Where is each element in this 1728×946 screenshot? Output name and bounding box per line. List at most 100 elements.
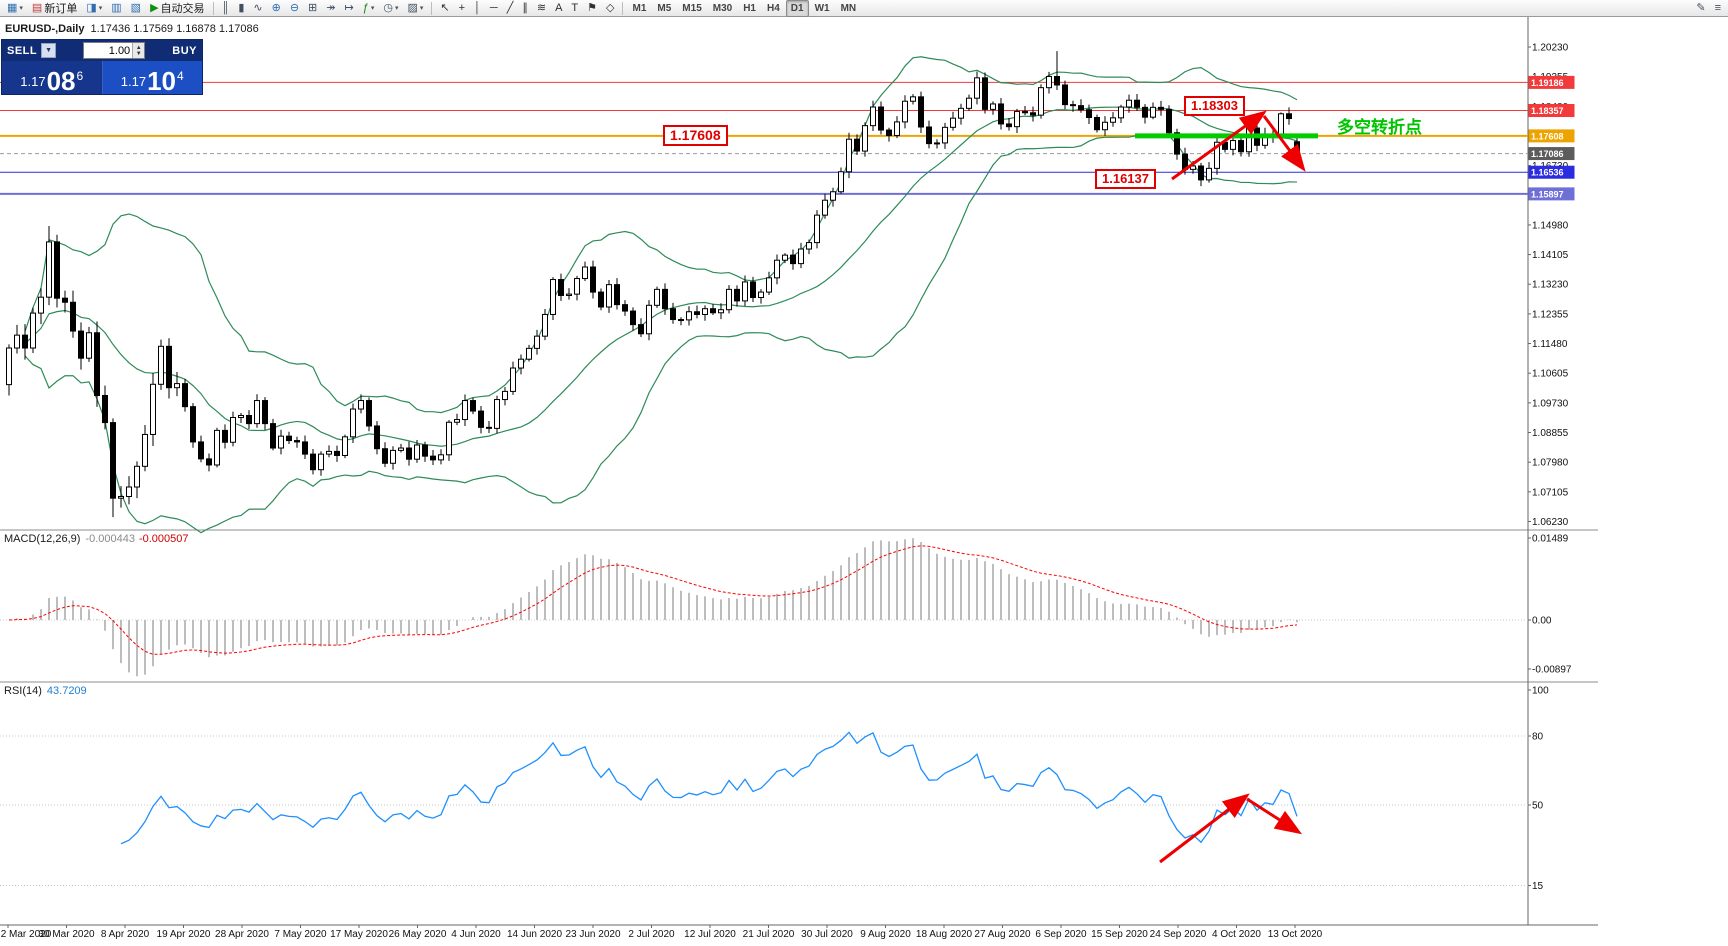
vertical-line-button[interactable]: │ <box>470 0 485 17</box>
candle <box>1198 165 1204 181</box>
text-button[interactable]: A <box>551 0 566 17</box>
candle <box>286 435 292 442</box>
timeframe-m1-button[interactable]: M1 <box>632 2 647 14</box>
candle <box>1238 140 1244 153</box>
candle <box>622 304 628 312</box>
fibonacci-button[interactable]: ≋ <box>533 0 550 17</box>
autotrading-button[interactable]: ▶ 自动交易 <box>146 0 208 17</box>
equidistant-channel-button[interactable]: ∥ <box>518 0 532 17</box>
timeframe-m5-button[interactable]: M5 <box>657 2 672 14</box>
turning-point-label[interactable]: 多空转折点 <box>1337 118 1422 137</box>
svg-text:13 Oct 2020: 13 Oct 2020 <box>1268 929 1323 940</box>
candle <box>22 334 28 349</box>
tile-windows-button[interactable]: ⊞ <box>304 0 321 17</box>
svg-text:4 Oct 2020: 4 Oct 2020 <box>1212 929 1261 940</box>
candle <box>1046 75 1052 89</box>
profiles-icon: ◨ <box>86 1 97 14</box>
candle <box>102 394 108 424</box>
trendline-button[interactable]: ╱ <box>503 0 518 17</box>
trend-arrow[interactable] <box>1171 110 1267 181</box>
chart-shift-button[interactable]: ↦ <box>340 0 357 17</box>
price-tag <box>1528 187 1575 201</box>
pivot-price-callout[interactable]: 1.17608 <box>663 125 728 146</box>
cursor-button[interactable]: ↖ <box>436 0 453 17</box>
chart-properties-button[interactable]: ✎ <box>1692 0 1709 17</box>
toolbar-separator <box>212 1 214 15</box>
candle <box>342 436 348 456</box>
auto-scroll-button[interactable]: ↠ <box>322 0 339 17</box>
templates-button[interactable]: ▨ ▾ <box>403 0 427 17</box>
candle <box>382 448 388 464</box>
timeframe-m30-button[interactable]: M30 <box>712 2 733 14</box>
candle <box>214 429 220 466</box>
svg-text:24 Sep 2020: 24 Sep 2020 <box>1150 929 1207 940</box>
svg-text:1.17608: 1.17608 <box>1531 131 1564 141</box>
crosshair-button[interactable]: + <box>455 0 469 17</box>
svg-text:1.07980: 1.07980 <box>1532 458 1569 469</box>
candle <box>326 450 332 455</box>
zoom-in-button[interactable]: ⊕ <box>268 0 285 17</box>
candle <box>774 259 780 279</box>
timeframe-m15-button[interactable]: M15 <box>682 2 702 14</box>
volume-presets-dropdown[interactable]: ▼ <box>41 43 57 58</box>
profiles-button[interactable]: ◨ ▾ <box>82 0 106 17</box>
shapes-icon: ◇ <box>606 1 615 14</box>
candle <box>278 435 284 449</box>
candle <box>494 399 500 429</box>
timeframe-w1-button[interactable]: W1 <box>814 2 830 14</box>
svg-text:19 Apr 2020: 19 Apr 2020 <box>157 929 211 940</box>
buy-button[interactable]: 1.17 10 4 <box>102 61 202 94</box>
periods-button[interactable]: ◷ ▾ <box>379 0 402 17</box>
candle <box>990 103 996 110</box>
high-price-callout[interactable]: 1.18303 <box>1184 96 1245 116</box>
candle <box>790 254 796 265</box>
rsi-trend-arrow[interactable] <box>1246 797 1303 835</box>
timeframe-mn-button[interactable]: MN <box>840 2 857 14</box>
shapes-button[interactable]: ◇ <box>602 0 618 17</box>
line-chart-button[interactable]: ∿ <box>249 0 266 17</box>
arrows-icon: ⚑ <box>587 1 598 14</box>
svg-text:18 Aug 2020: 18 Aug 2020 <box>916 929 973 940</box>
toolbar-menu-button[interactable]: ≡ <box>1711 0 1725 17</box>
macd-name: MACD(12,26,9) <box>4 533 81 545</box>
data-window-button[interactable]: ▧ <box>127 0 145 17</box>
candle <box>550 279 556 315</box>
candle <box>878 106 884 131</box>
candlestick-chart-button[interactable]: ▮ <box>234 0 248 17</box>
volume-field: ▲▼ <box>83 42 146 59</box>
low-price-callout[interactable]: 1.16137 <box>1095 169 1156 189</box>
arrows-button[interactable]: ⚑ <box>583 0 601 17</box>
trend-arrow[interactable] <box>1262 115 1306 172</box>
horizontal-line-button[interactable]: ─ <box>486 0 502 17</box>
timeframe-h1-button[interactable]: H1 <box>743 2 756 14</box>
candle <box>318 453 324 471</box>
indicators-button[interactable]: ƒ ▾ <box>359 0 379 17</box>
svg-text:6 Sep 2020: 6 Sep 2020 <box>1035 929 1087 940</box>
timeframe-d1-button[interactable]: D1 <box>785 0 809 17</box>
timeframe-h4-button[interactable]: H4 <box>767 2 780 14</box>
toolbar-separator <box>431 1 433 15</box>
horizontal-line-icon: ─ <box>489 1 498 14</box>
chart-canvas[interactable]: 1.202301.193551.184801.176051.167301.158… <box>0 17 1598 946</box>
candle <box>366 400 372 427</box>
rsi-trend-arrow[interactable] <box>1159 793 1250 864</box>
market-watch-button[interactable]: ▥ <box>107 0 125 17</box>
volume-stepper[interactable]: ▲ ▼ <box>132 43 145 58</box>
text-label-button[interactable]: T <box>567 0 582 17</box>
candles-layer <box>6 51 1300 518</box>
volume-input[interactable] <box>84 43 133 58</box>
zoom-out-button[interactable]: ⊖ <box>286 0 303 17</box>
bar-chart-button[interactable]: ║ <box>218 0 234 17</box>
candle <box>1246 127 1252 153</box>
autotrading-label: 自动交易 <box>160 3 205 15</box>
candle <box>1006 123 1012 128</box>
new-chart-button[interactable]: ▦ ▾ <box>3 0 27 17</box>
candle <box>1134 99 1140 108</box>
svg-text:1.10605: 1.10605 <box>1532 369 1569 380</box>
sell-button[interactable]: 1.17 08 6 <box>2 61 103 94</box>
candle <box>1126 99 1132 108</box>
candle <box>870 106 876 127</box>
new-order-button[interactable]: ▤ 新订单 <box>28 0 81 17</box>
candle <box>646 304 652 335</box>
chart-window: 1.202301.193551.184801.176051.167301.158… <box>0 17 1728 946</box>
